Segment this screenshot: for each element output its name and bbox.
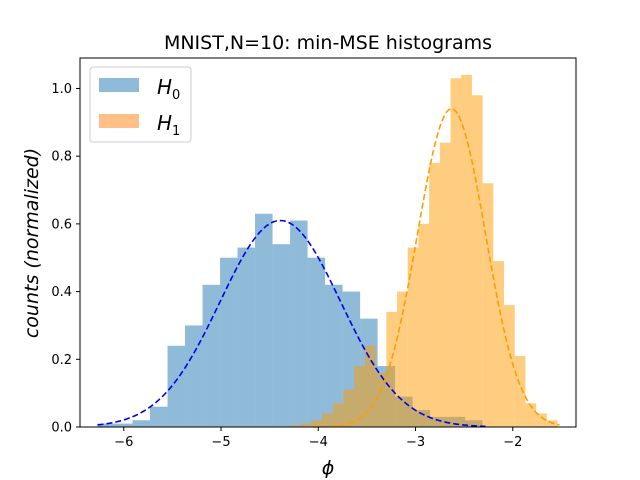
legend-label-h1-main: H (157, 111, 172, 135)
histogram-bar-h1 (461, 74, 472, 428)
histogram-bar-h0 (272, 244, 291, 427)
histogram-bar-h0 (115, 423, 133, 427)
legend-label-h1-sub: 1 (172, 124, 180, 139)
legend-swatch-h0 (99, 78, 139, 92)
series-h1 (290, 74, 558, 428)
histogram-bar-h0 (97, 423, 116, 427)
histogram-bar-h1 (429, 162, 440, 427)
histogram-bar-h1 (525, 403, 537, 427)
x-tick-label: −4 (309, 435, 328, 450)
y-tick-label: 0.0 (51, 421, 72, 436)
histogram-bar-h1 (332, 403, 344, 427)
x-tick-label: −6 (114, 435, 133, 450)
histogram-bar-h1 (439, 142, 451, 427)
histogram-bar-h1 (354, 366, 365, 427)
histogram-bar-h1 (493, 261, 505, 427)
y-tick-label: 0.6 (51, 217, 72, 232)
legend-label-h0-main: H (157, 75, 172, 99)
x-tick-label: −2 (503, 435, 522, 450)
legend-label-h0-sub: 0 (172, 88, 180, 103)
histogram-bar-h1 (482, 183, 494, 427)
histogram-bar-h1 (397, 291, 408, 427)
histogram-bar-h1 (386, 311, 398, 427)
histogram-bar-h0 (237, 247, 256, 427)
legend-label-h0: H0 (157, 75, 180, 103)
histogram-bar-h0 (202, 284, 221, 427)
x-tick-label: −5 (211, 435, 230, 450)
histogram-bar-h1 (504, 305, 515, 427)
histogram-bar-h1 (450, 78, 462, 427)
histogram-bar-h1 (364, 345, 376, 427)
y-axis-label: counts (normalized) (21, 148, 43, 338)
histogram-bar-h0 (255, 213, 273, 427)
axes-frame (79, 57, 577, 428)
histogram-bar-h1 (322, 413, 333, 427)
fit-curve-h0 (97, 219, 486, 428)
y-axis: 0.0 0.2 0.4 0.6 0.8 1.0 (51, 82, 80, 436)
y-tick-label: 0.4 (51, 285, 72, 300)
histogram-bar-h1 (300, 423, 312, 427)
y-tick-label: 0.8 (51, 150, 72, 165)
x-axis: −6 −5 −4 −3 −2 (114, 427, 522, 450)
chart-title: MNIST,N=10: min-MSE histograms (164, 32, 492, 54)
histogram-bar-h1 (407, 247, 419, 427)
histogram-bar-h1 (375, 372, 387, 427)
histogram-bar-h1 (290, 425, 301, 427)
histogram-bar-h1 (536, 413, 547, 427)
legend: H0 H1 (89, 66, 192, 143)
histogram-bar-h1 (343, 389, 355, 427)
histogram-bar-h0 (132, 420, 151, 427)
histogram-bar-h1 (311, 420, 323, 427)
histogram-bar-h0 (325, 284, 343, 427)
x-tick-label: −3 (406, 435, 425, 450)
histogram-bar-h1 (471, 95, 483, 428)
legend-label-h1: H1 (157, 111, 180, 139)
histogram-bar-h0 (307, 257, 326, 427)
histogram-bar-h0 (167, 345, 186, 427)
y-tick-label: 1.0 (51, 82, 72, 97)
histogram-bar-h1 (418, 223, 430, 427)
x-axis-label: ϕ (322, 457, 335, 479)
histogram-bar-h0 (185, 325, 203, 427)
fit-curve-h1 (313, 108, 560, 428)
histogram-bar-h0 (290, 220, 308, 427)
legend-swatch-h1 (99, 114, 139, 128)
histogram-bar-h0 (150, 406, 168, 427)
y-tick-label: 0.2 (51, 353, 72, 368)
plot-area (97, 74, 560, 428)
histogram-bar-h1 (514, 355, 526, 427)
histogram-bar-h0 (220, 257, 238, 427)
